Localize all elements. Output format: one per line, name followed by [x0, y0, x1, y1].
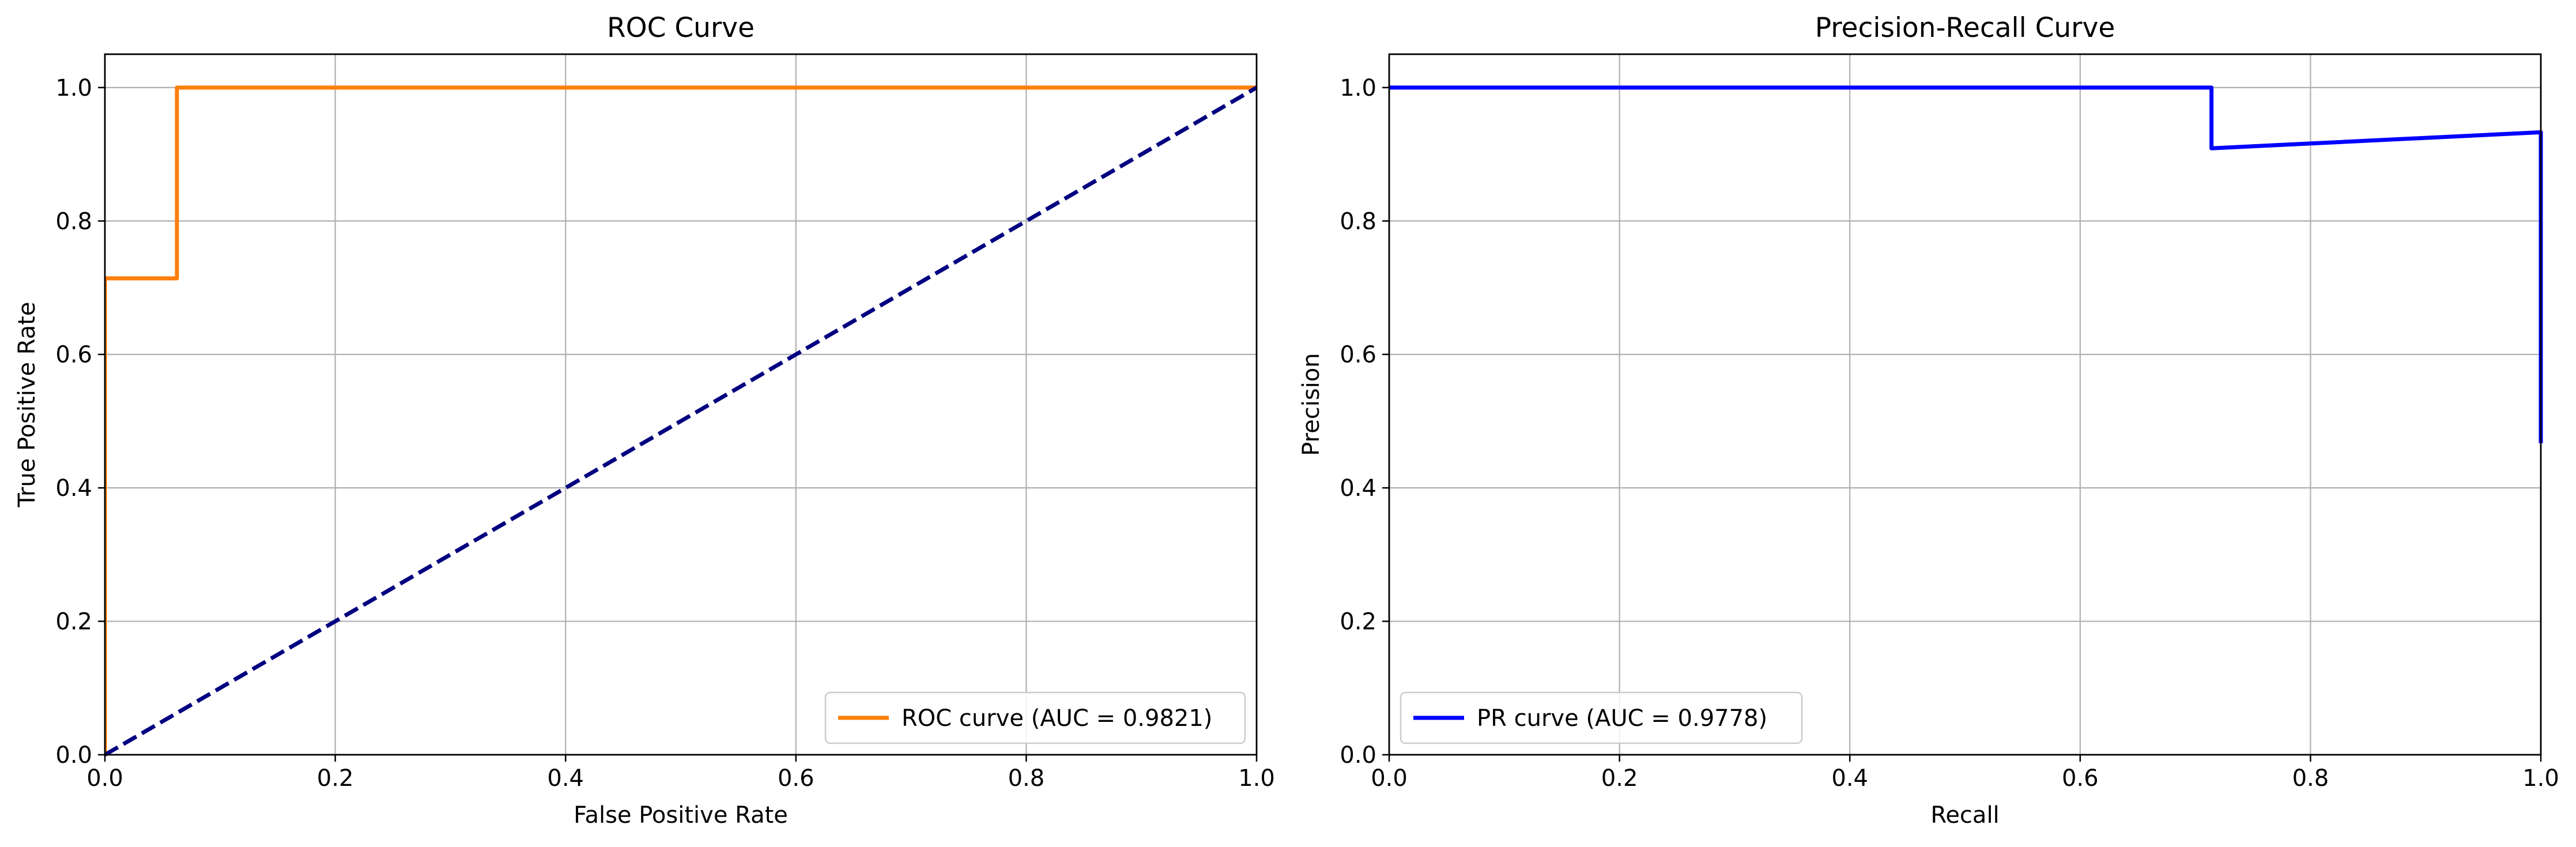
y-tick-label: 0.2: [1340, 609, 1376, 635]
grid: [104, 54, 1258, 756]
y-tick-label: 0.8: [1340, 208, 1376, 235]
y-tick-label: 0.2: [55, 609, 92, 635]
legend-label: ROC curve (AUC = 0.9821): [902, 705, 1212, 732]
y-tick-label: 0.6: [1340, 342, 1376, 368]
y-tick-label: 0.0: [1340, 742, 1376, 769]
y-tick-label: 0.6: [55, 342, 92, 368]
legend-box: [824, 691, 1246, 744]
diagonal-reference-line: [105, 85, 1258, 757]
axes-frame: [104, 53, 1258, 756]
x-tick-label: 0.4: [1831, 765, 1868, 792]
x-axis-label: False Positive Rate: [574, 802, 788, 829]
legend-box: [1400, 691, 1803, 744]
series-group: [1389, 85, 2543, 443]
legend: ROC curve (AUC = 0.9821): [824, 691, 1246, 744]
x-tick-label: 1.0: [1238, 765, 1275, 792]
x-tick-label: 0.6: [2062, 765, 2099, 792]
x-tick-label: 1.0: [2522, 765, 2559, 792]
y-axis-label: True Positive Rate: [14, 302, 40, 507]
x-tick-label: 0.8: [1008, 765, 1045, 792]
chart-panel-2: 0.0 0.2 0.4 0.6 0.8 1.0 0.0 0.2 0.4 0.6 0.8 1.0 Prec…: [1298, 12, 2559, 829]
y-tick-label: 0.8: [55, 208, 92, 235]
grid: [1388, 54, 2542, 756]
chart-panel-1: 0.0 0.2 0.4 0.6 0.8 1.0 0.0 0.2 0.4 0.6 0.8 1.0 ROC …: [14, 12, 1275, 829]
x-tick-label: 0.8: [2292, 765, 2329, 792]
y-tick-label: 0.0: [55, 742, 92, 769]
x-tick-label: 0.2: [317, 765, 354, 792]
series-line-roc-curve: [105, 85, 1257, 755]
x-tick-label: 0.6: [778, 765, 814, 792]
legend-label: PR curve (AUC = 0.9778): [1477, 705, 1767, 732]
y-tick-label: 0.4: [1340, 475, 1376, 502]
series-line-pr-curve: [1389, 85, 2543, 443]
y-tick-label: 0.4: [55, 475, 92, 502]
x-tick-label: 0.0: [86, 765, 123, 792]
legend: PR curve (AUC = 0.9778): [1400, 691, 1803, 744]
series-group: [105, 85, 1258, 757]
axes-frame: [1388, 53, 2542, 756]
x-tick-label: 0.2: [1601, 765, 1638, 792]
y-tick-label: 1.0: [55, 75, 92, 101]
x-tick-label: 0.0: [1371, 765, 1408, 792]
chart-title: ROC Curve: [607, 12, 755, 44]
y-axis-label: Precision: [1298, 353, 1325, 456]
chart-title: Precision-Recall Curve: [1815, 12, 2115, 44]
y-tick-label: 1.0: [1340, 75, 1376, 101]
x-tick-label: 0.4: [547, 765, 584, 792]
x-axis-label: Recall: [1930, 802, 1999, 829]
